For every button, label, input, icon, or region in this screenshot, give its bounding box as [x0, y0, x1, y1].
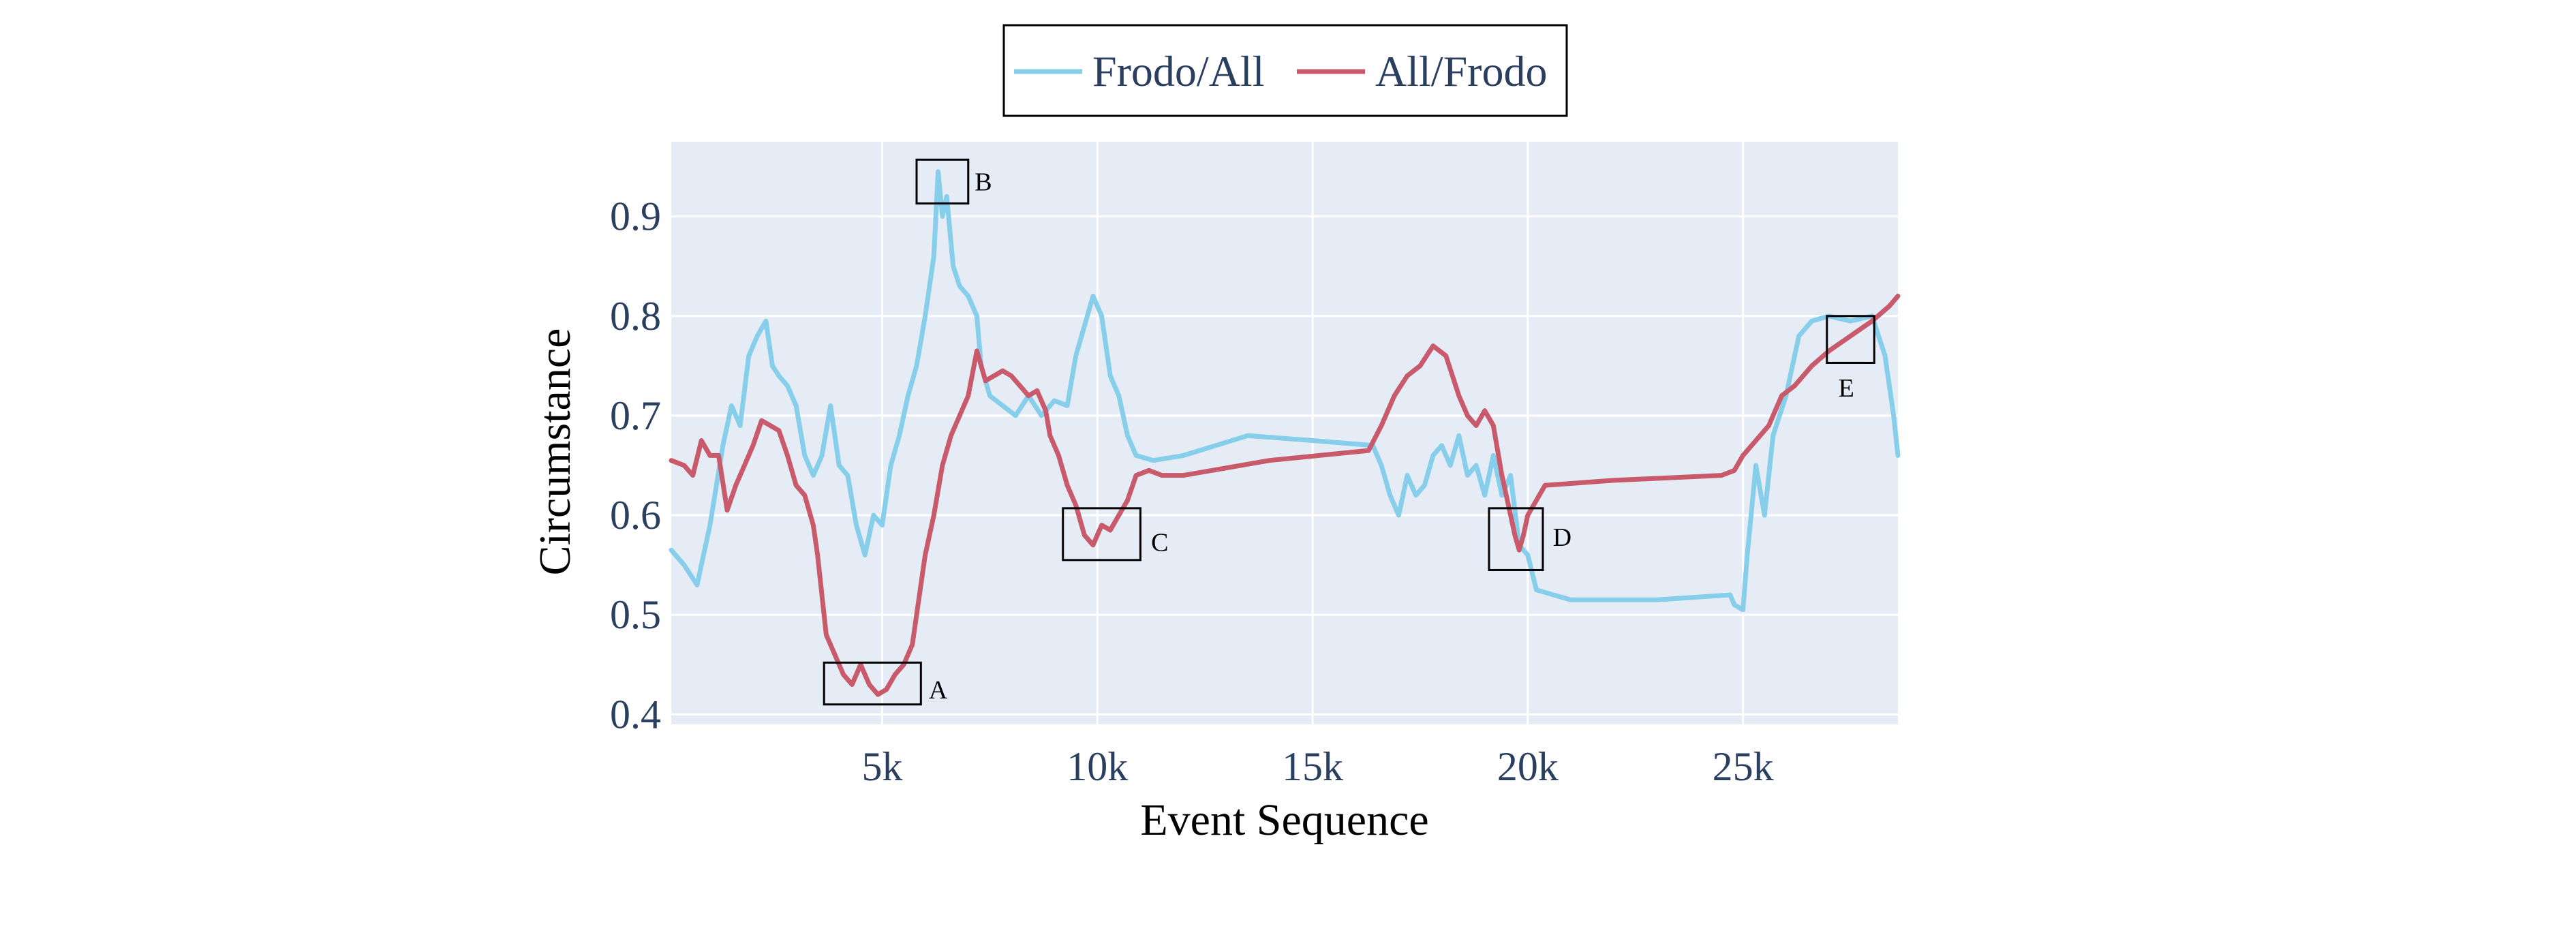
y-axis-title: Circumstance: [530, 328, 580, 576]
annotation-box-b: [915, 158, 970, 205]
legend-label-all-frodo: All/Frodo: [1375, 47, 1547, 95]
y-tick-label-0-5: 0.5: [610, 592, 661, 637]
grid: [671, 142, 1898, 724]
x-axis-title: Event Sequence: [1140, 795, 1428, 845]
annotation-layer: A B C D E: [823, 158, 1875, 706]
legend: Frodo/All All/Frodo: [1002, 24, 1568, 117]
annotation-label-b: B: [975, 168, 992, 196]
legend-label-frodo-all: Frodo/All: [1092, 47, 1264, 95]
y-axis-ticks: 0.4 0.5 0.6 0.7 0.8 0.9: [610, 194, 661, 737]
y-tick-label-0-8: 0.8: [610, 294, 661, 339]
annotation-label-a: A: [929, 676, 948, 705]
x-tick-label-15k: 15k: [1282, 744, 1343, 789]
x-tick-label-20k: 20k: [1497, 744, 1559, 789]
y-tick-label-0-4: 0.4: [610, 692, 661, 737]
x-axis-ticks: 5k 10k 15k 20k 25k: [861, 744, 1773, 789]
annotation-box-a: [823, 661, 922, 706]
y-tick-label-0-9: 0.9: [610, 194, 661, 239]
annotation-label-e: E: [1839, 374, 1854, 403]
annotation-label-d: D: [1553, 523, 1571, 552]
x-tick-label-5k: 5k: [861, 744, 902, 789]
annotation-box-c: [1062, 507, 1141, 561]
annotation-box-e: [1826, 315, 1875, 364]
annotation-label-c: C: [1151, 529, 1168, 557]
annotation-box-d: [1488, 507, 1544, 571]
x-tick-label-25k: 25k: [1713, 744, 1774, 789]
series-line-frodo-all: [669, 169, 1901, 613]
plot-background: [671, 142, 1898, 724]
y-tick-label-0-6: 0.6: [610, 493, 661, 538]
y-tick-label-0-7: 0.7: [610, 393, 661, 438]
legend-box: [1002, 24, 1568, 117]
x-tick-label-10k: 10k: [1067, 744, 1128, 789]
